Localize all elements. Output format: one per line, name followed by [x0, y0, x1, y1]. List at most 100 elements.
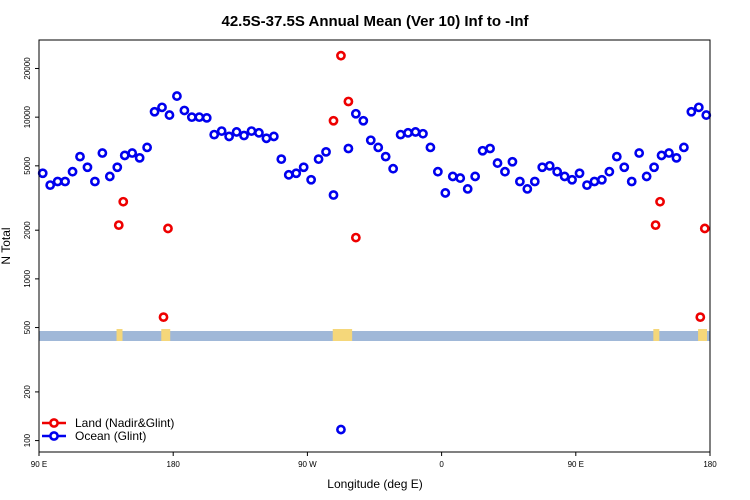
- ocean-point: [686, 106, 697, 117]
- ocean-point: [127, 148, 138, 158]
- ocean-point: [403, 127, 413, 138]
- ocean-point: [671, 152, 682, 163]
- ocean-point: [500, 166, 510, 177]
- ocean-point: [119, 150, 130, 161]
- ocean-point: [216, 126, 227, 136]
- land-band-segment: [653, 329, 660, 341]
- ocean-point: [395, 129, 406, 140]
- land-band-segment: [698, 329, 708, 341]
- ocean-point: [477, 145, 488, 156]
- ocean-point: [172, 91, 182, 101]
- y-tick-label: 2000: [23, 221, 32, 239]
- land-band-segment: [332, 329, 353, 341]
- ocean-point: [373, 142, 384, 153]
- ocean-point: [485, 143, 495, 154]
- ocean-point: [276, 154, 287, 165]
- ocean-point: [365, 135, 376, 146]
- ocean-point: [104, 171, 115, 182]
- ocean-point: [268, 131, 279, 142]
- ocean-point: [231, 127, 242, 137]
- x-tick-label: 0: [439, 460, 444, 469]
- land-point: [336, 50, 346, 61]
- ocean-point: [157, 102, 167, 113]
- ocean-point: [582, 180, 592, 191]
- x-tick-label: 90 E: [31, 460, 47, 469]
- mask-band: [39, 329, 710, 341]
- chart-title: 42.5S-37.5S Annual Mean (Ver 10) Inf to …: [221, 13, 529, 30]
- y-tick-label: 5000: [23, 156, 32, 174]
- x-tick-label: 90 E: [568, 460, 584, 469]
- ocean-point: [596, 174, 607, 185]
- ocean-point: [701, 110, 712, 120]
- ocean-point: [209, 129, 220, 140]
- ocean-point: [611, 151, 622, 162]
- ocean-point: [142, 142, 153, 153]
- ocean-point: [306, 174, 317, 185]
- ocean-point: [201, 112, 212, 123]
- ocean-point: [693, 102, 704, 113]
- x-tick-label: 180: [167, 460, 181, 469]
- ocean-point: [440, 188, 451, 198]
- ocean-point: [626, 176, 637, 187]
- ocean-point: [134, 152, 145, 163]
- ocean-point: [112, 162, 123, 173]
- land-point: [699, 223, 710, 234]
- land-point: [695, 312, 706, 323]
- land-point: [650, 220, 661, 231]
- land-point: [343, 96, 354, 107]
- y-tick-label: 500: [23, 320, 32, 334]
- ocean-point: [75, 151, 85, 162]
- ocean-point: [224, 131, 235, 142]
- ocean-point: [328, 190, 339, 200]
- ocean-point: [261, 133, 272, 144]
- legend-label: Ocean (Glint): [75, 429, 146, 443]
- ocean-point: [350, 108, 361, 119]
- ocean-point: [656, 150, 667, 161]
- ocean-point: [432, 166, 443, 177]
- x-tick-label: 180: [703, 460, 717, 469]
- x-axis-label: Longitude (deg E): [327, 477, 422, 491]
- ocean-point: [298, 162, 309, 173]
- y-tick-label: 10000: [23, 105, 32, 128]
- legend-marker: [49, 418, 59, 428]
- ocean-point: [470, 171, 481, 182]
- ocean-point: [60, 176, 70, 187]
- ocean-point: [164, 110, 175, 120]
- ocean-point: [492, 158, 503, 168]
- legend-marker: [49, 431, 59, 441]
- ocean-point: [410, 127, 421, 137]
- land-band-segment: [116, 329, 123, 341]
- ocean-point: [679, 142, 689, 153]
- y-axis-label: N Total: [0, 227, 13, 264]
- ocean-point: [239, 130, 249, 141]
- ocean-point: [321, 146, 331, 157]
- ocean-point: [246, 126, 257, 136]
- ocean-point: [313, 154, 324, 165]
- land-point: [163, 223, 173, 234]
- ocean-point: [418, 128, 428, 139]
- ocean-point: [529, 176, 540, 187]
- ocean-band: [39, 331, 710, 341]
- ocean-point: [67, 166, 78, 177]
- land-point: [118, 196, 129, 207]
- y-tick-label: 20000: [23, 57, 32, 80]
- x-axis: 90 E 180 90 W 0 90 E 180: [31, 452, 717, 469]
- land-point: [328, 115, 339, 126]
- ocean-point: [604, 166, 615, 177]
- ocean-point: [544, 160, 555, 171]
- y-tick-label: 1000: [23, 269, 32, 287]
- ocean-point: [559, 171, 570, 182]
- ocean-point: [336, 424, 346, 435]
- ocean-point: [97, 148, 108, 158]
- ocean-point: [447, 171, 458, 182]
- ocean-point: [634, 148, 645, 158]
- ocean-point: [380, 151, 391, 162]
- legend-label: Land (Nadir&Glint): [75, 416, 174, 430]
- ocean-point: [537, 162, 548, 173]
- ocean-point: [291, 168, 302, 179]
- land-point: [113, 220, 124, 231]
- ocean-point: [619, 162, 630, 173]
- ocean-point: [179, 105, 190, 116]
- ocean-point: [664, 148, 674, 158]
